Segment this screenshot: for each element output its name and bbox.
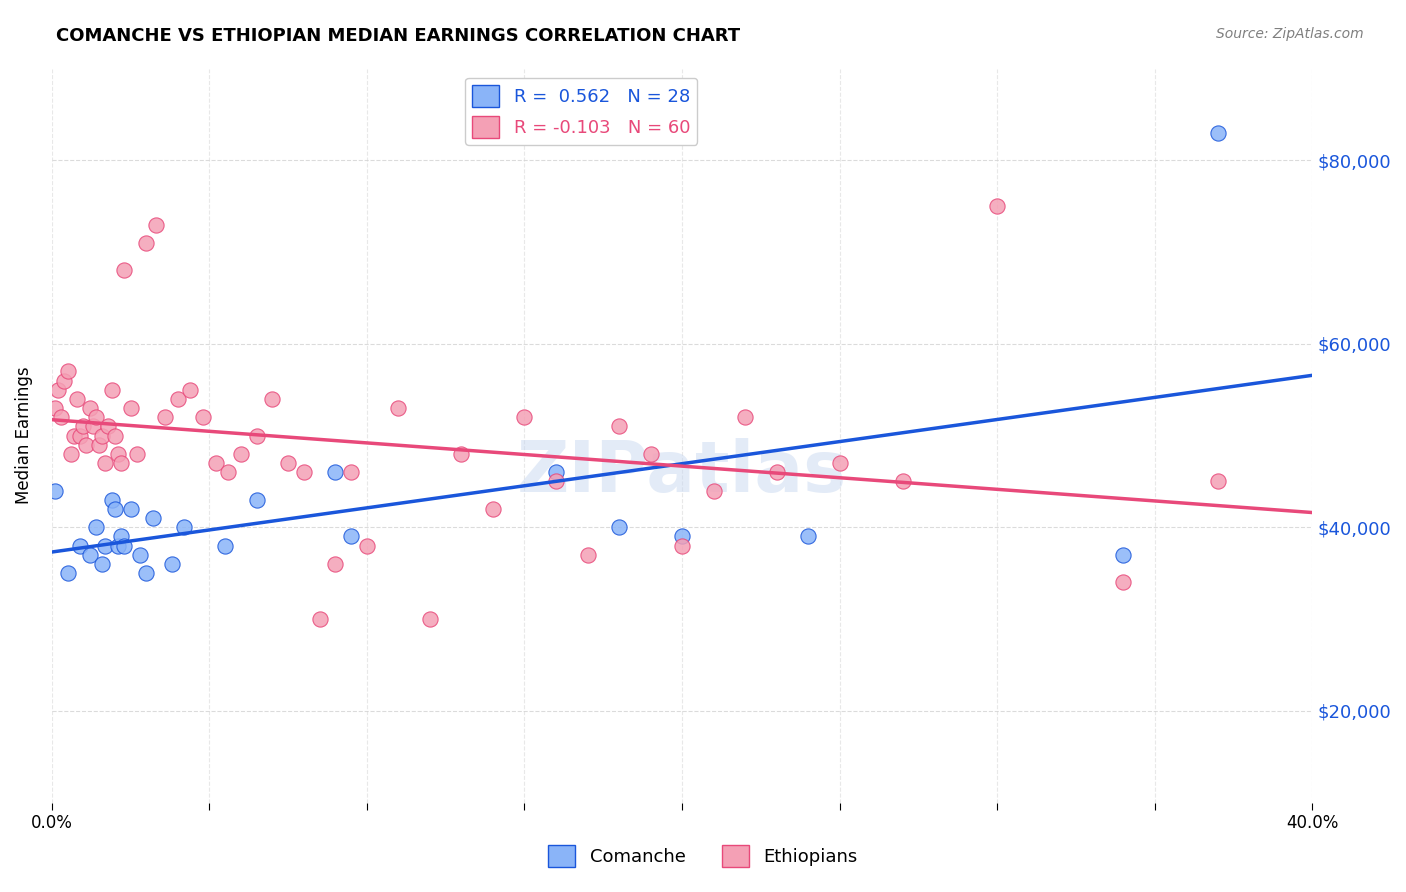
Point [53, 374, 76, 388]
Point [325, 465, 347, 479]
Point [191, 410, 214, 425]
Point [1206, 475, 1229, 489]
Point [112, 263, 135, 277]
Point [640, 447, 662, 461]
Point [107, 447, 129, 461]
Point [1206, 126, 1229, 140]
Point [56, 364, 79, 378]
Point [217, 465, 239, 479]
Point [107, 539, 129, 553]
Point [671, 529, 693, 543]
Point [607, 520, 630, 534]
Point [91, 428, 114, 442]
Point [292, 465, 315, 479]
Point [513, 410, 536, 425]
Point [59, 447, 82, 461]
Point [797, 529, 820, 543]
Point [145, 218, 167, 232]
Point [160, 557, 183, 571]
Point [340, 529, 363, 543]
Point [828, 456, 851, 470]
Point [576, 548, 599, 562]
Point [112, 539, 135, 553]
Point [46, 383, 69, 397]
Point [51, 410, 73, 425]
Point [100, 383, 122, 397]
Point [229, 447, 252, 461]
Point [891, 475, 914, 489]
Point [173, 520, 195, 534]
Point [84, 520, 107, 534]
Point [277, 456, 299, 470]
Point [135, 566, 157, 581]
Point [79, 548, 101, 562]
Point [79, 401, 101, 415]
Legend: Comanche, Ethiopians: Comanche, Ethiopians [541, 838, 865, 874]
Legend: R =  0.562   N = 28, R = -0.103   N = 60: R = 0.562 N = 28, R = -0.103 N = 60 [465, 78, 697, 145]
Point [482, 502, 505, 516]
Point [142, 511, 165, 525]
Point [125, 447, 148, 461]
Point [450, 447, 472, 461]
Point [204, 456, 226, 470]
Point [129, 548, 152, 562]
Point [66, 392, 89, 406]
Point [72, 419, 94, 434]
Point [214, 539, 236, 553]
Point [104, 502, 127, 516]
Point [62, 428, 84, 442]
Point [246, 492, 269, 507]
Point [325, 557, 347, 571]
Point [94, 456, 117, 470]
Point [87, 438, 110, 452]
Point [82, 419, 104, 434]
Point [100, 492, 122, 507]
Y-axis label: Median Earnings: Median Earnings [15, 367, 32, 504]
Point [1112, 548, 1135, 562]
Text: COMANCHE VS ETHIOPIAN MEDIAN EARNINGS CORRELATION CHART: COMANCHE VS ETHIOPIAN MEDIAN EARNINGS CO… [56, 27, 741, 45]
Point [734, 410, 756, 425]
Text: ZIPatlas: ZIPatlas [517, 438, 848, 507]
Point [703, 483, 725, 498]
Point [387, 401, 409, 415]
Point [544, 465, 567, 479]
Point [179, 383, 201, 397]
Point [69, 539, 91, 553]
Point [607, 419, 630, 434]
Point [104, 428, 127, 442]
Point [544, 475, 567, 489]
Point [120, 401, 142, 415]
Point [110, 456, 132, 470]
Point [135, 235, 157, 250]
Point [75, 438, 97, 452]
Point [246, 428, 269, 442]
Point [671, 539, 693, 553]
Point [56, 566, 79, 581]
Point [166, 392, 188, 406]
Point [262, 392, 284, 406]
Point [97, 419, 120, 434]
Point [340, 465, 363, 479]
Point [155, 410, 177, 425]
Text: Source: ZipAtlas.com: Source: ZipAtlas.com [1216, 27, 1364, 41]
Point [120, 502, 142, 516]
Point [419, 612, 441, 626]
Point [765, 465, 787, 479]
Point [308, 612, 330, 626]
Point [356, 539, 378, 553]
Point [69, 428, 91, 442]
Point [94, 539, 117, 553]
Point [1112, 575, 1135, 590]
Point [986, 199, 1008, 213]
Point [91, 557, 114, 571]
Point [44, 483, 66, 498]
Point [110, 529, 132, 543]
Point [84, 410, 107, 425]
Point [44, 401, 66, 415]
